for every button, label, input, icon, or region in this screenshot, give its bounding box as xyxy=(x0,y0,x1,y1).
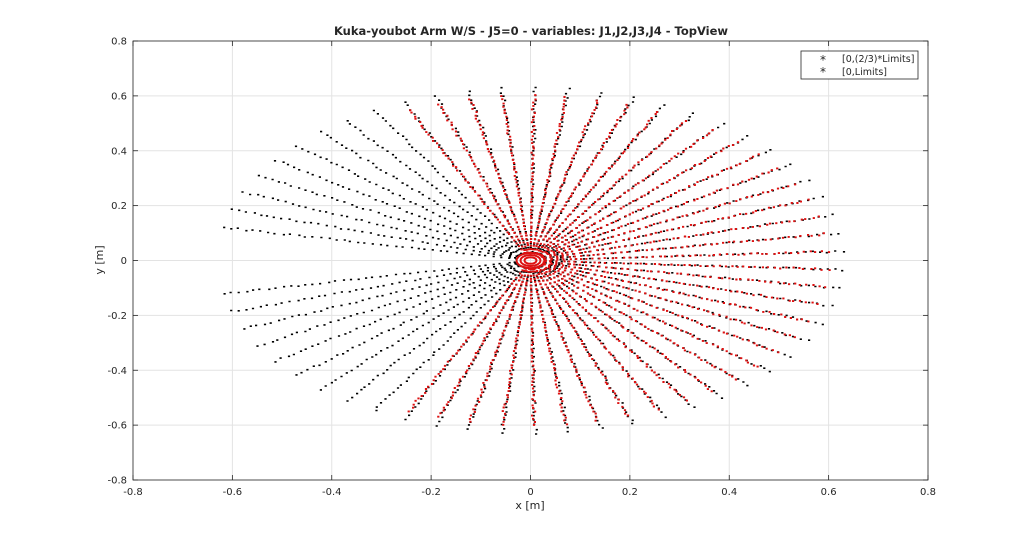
legend-marker-red: * xyxy=(820,53,826,67)
y-tick-label: 0 xyxy=(121,256,127,267)
y-tick-label: 0.2 xyxy=(111,201,127,212)
x-tick-label: 0.4 xyxy=(721,487,737,498)
legend[interactable]: * [0,(2/3)*Limits] * [0,Limits] xyxy=(800,50,919,80)
x-tick-label: 0.2 xyxy=(622,487,638,498)
x-axis-label: x [m] xyxy=(515,499,544,512)
origin-ring-1 xyxy=(519,254,542,267)
y-tick-label: 0.4 xyxy=(111,146,127,157)
x-tick-label: 0.6 xyxy=(821,487,837,498)
legend-entry-black: [0,Limits] xyxy=(842,67,887,78)
origin-ring-2 xyxy=(515,251,546,270)
y-tick-label: -0.8 xyxy=(107,476,127,487)
tick-labels: -0.8 -0.6 -0.4 -0.2 0 0.2 0.4 0.6 0.8 0.8 0.6 0.4 0.… xyxy=(107,37,935,499)
origin-ring-0 xyxy=(523,256,538,265)
x-tick-label: -0.4 xyxy=(322,487,342,498)
y-tick-label: -0.6 xyxy=(107,421,127,432)
grid-lines xyxy=(132,40,929,481)
y-tick-label: 0.8 xyxy=(111,37,127,48)
y-tick-label: 0.6 xyxy=(111,91,127,102)
y-tick-label: -0.2 xyxy=(107,311,127,322)
legend-box xyxy=(800,50,919,80)
x-tick-label: -0.8 xyxy=(123,487,143,498)
x-tick-label: 0 xyxy=(527,487,533,498)
y-tick-label: -0.4 xyxy=(107,366,127,377)
x-tick-label: -0.6 xyxy=(223,487,243,498)
axes xyxy=(132,40,929,481)
y-axis-label: y [m] xyxy=(93,245,106,274)
legend-marker-black: * xyxy=(820,65,826,79)
legend-entry-red: [0,(2/3)*Limits] xyxy=(842,54,914,65)
x-tick-label: 0.8 xyxy=(920,487,936,498)
x-tick-label: -0.2 xyxy=(421,487,441,498)
chart-title: Kuka-youbot Arm W/S - J5=0 - variables: … xyxy=(334,24,728,38)
scatter-points xyxy=(223,86,846,435)
